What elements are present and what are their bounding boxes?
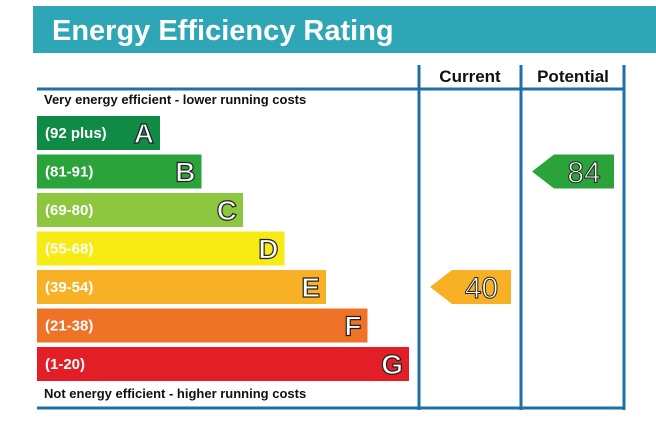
rating-arrows: 40 84 [430,154,614,306]
band-letter-f: F [344,311,361,342]
band-range-d: (55-68) [45,241,93,258]
column-header-potential: Potential [537,67,609,86]
potential-rating-arrow [532,154,614,189]
band-range-c: (69-80) [45,202,93,219]
band-range-e: (39-54) [45,279,93,296]
band-letter-g: G [381,349,403,380]
band-bar-g [37,347,409,381]
band-letter-a: A [134,118,154,149]
bottom-caption: Not energy efficient - higher running co… [44,386,306,401]
band-range-g: (1-20) [45,356,85,373]
column-header-current: Current [439,67,501,86]
band-letter-b: B [175,157,195,188]
chart-frame [37,65,626,410]
band-bar-c [37,193,243,227]
band-bar-d [37,231,285,266]
current-rating-arrow [430,270,511,304]
band-letter-e: E [301,272,320,303]
potential-rating-value: 84 [567,157,600,190]
band-range-b: (81-91) [45,164,93,181]
band-letter-d: D [258,234,278,265]
rating-bands: (92 plus) A (81-91) B (69-80) C (55-68) D (39-54… [37,116,409,381]
band-range-f: (21-38) [45,318,93,335]
top-caption: Very energy efficient - lower running co… [44,92,306,107]
chart-title: Energy Efficiency Rating [52,15,394,47]
band-range-a: (92 plus) [45,125,107,142]
band-bar-e [37,270,326,304]
band-letter-c: C [217,195,237,226]
band-bar-a [37,116,160,150]
current-rating-value: 40 [465,272,498,305]
band-bar-b [37,154,202,189]
title-bar [33,6,656,53]
band-bar-f [37,308,368,343]
